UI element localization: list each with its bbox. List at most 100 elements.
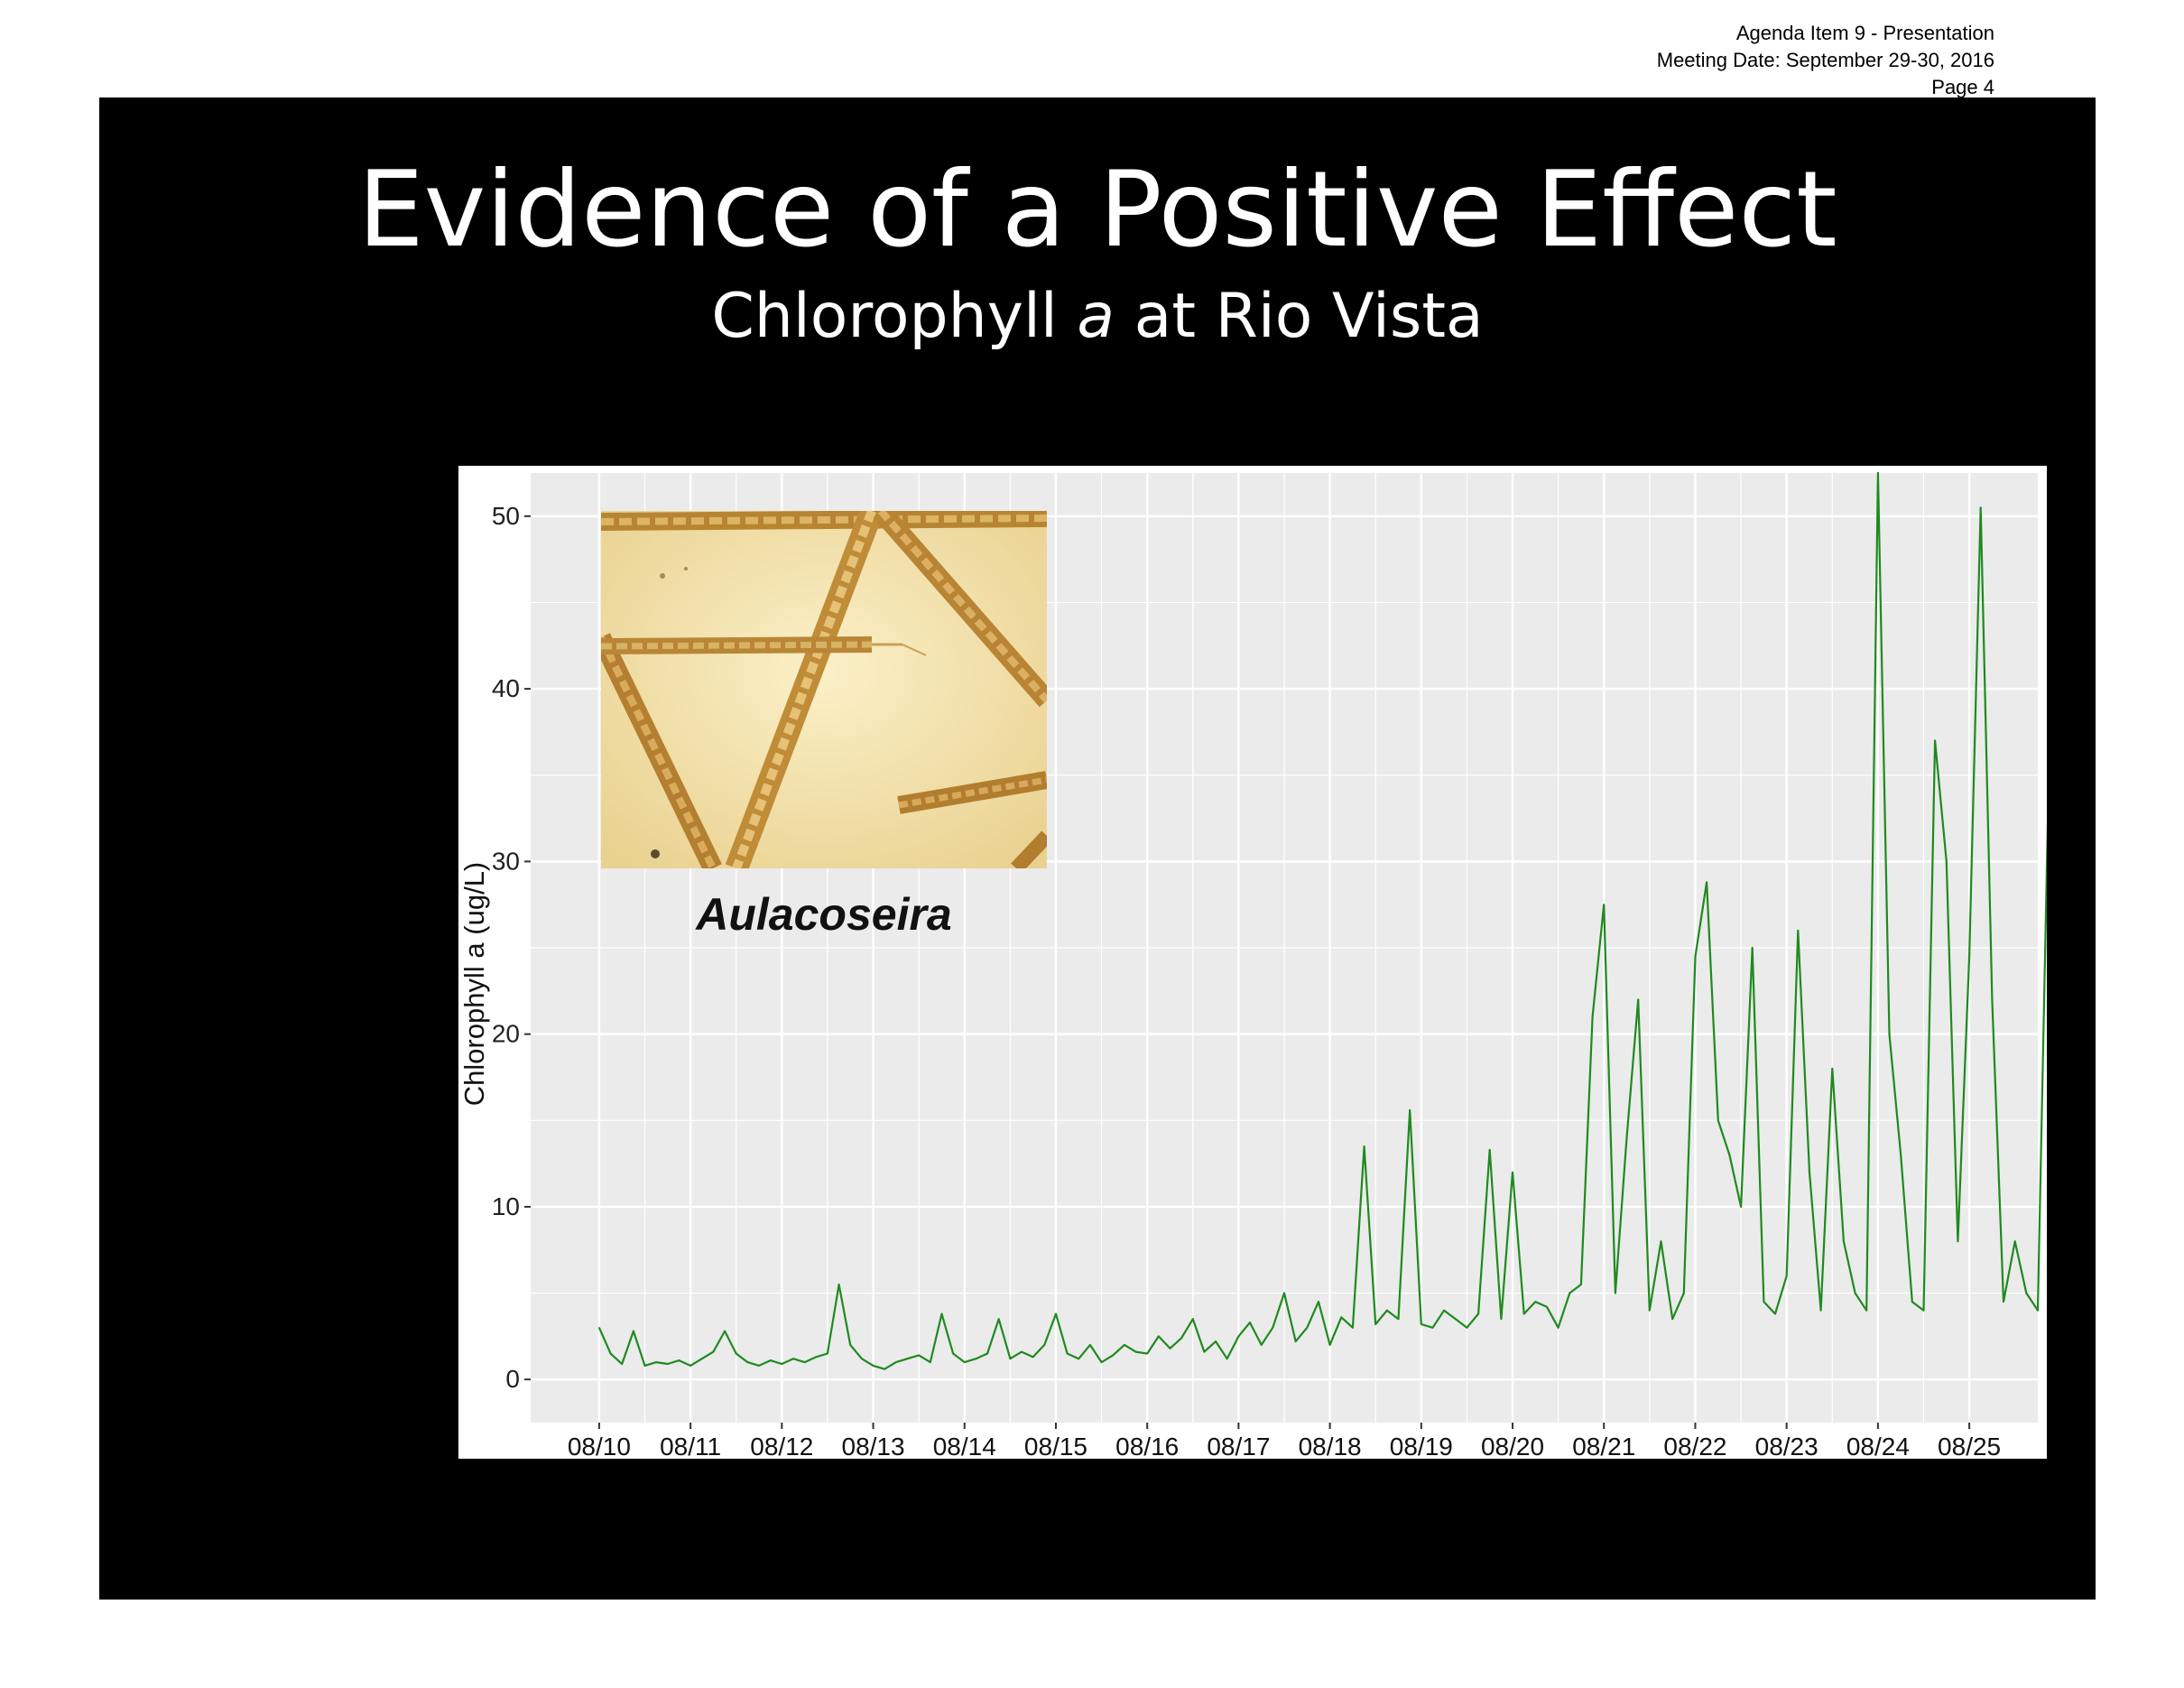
data-point: [803, 1361, 806, 1363]
data-point: [735, 1352, 737, 1355]
data-point: [1957, 1240, 1959, 1242]
data-point: [1397, 1318, 1400, 1320]
data-point: [781, 1363, 783, 1365]
data-point: [1911, 1301, 1913, 1303]
x-tick-label: 08/14: [933, 1433, 996, 1459]
data-point: [1751, 947, 1754, 949]
x-tick-label: 08/21: [1572, 1433, 1635, 1459]
agenda-item-line: Agenda Item 9 - Presentation: [1735, 22, 1994, 44]
x-tick-label: 08/20: [1481, 1433, 1544, 1459]
data-point: [2037, 1309, 2039, 1312]
data-point: [1306, 1327, 1309, 1329]
data-point: [1340, 1316, 1343, 1319]
x-tick-label: 08/17: [1207, 1433, 1270, 1459]
data-point: [1237, 1335, 1240, 1338]
data-point: [1854, 1292, 1856, 1294]
data-point: [1615, 1292, 1616, 1294]
slide-title: Evidence of a Positive Effect: [357, 149, 1837, 271]
data-point: [598, 1327, 600, 1329]
x-tick-label: 08/12: [750, 1433, 813, 1459]
data-point: [1625, 1136, 1628, 1139]
data-point: [1021, 1350, 1023, 1353]
data-point: [792, 1358, 794, 1359]
data-point: [1249, 1322, 1251, 1323]
data-point: [906, 1358, 909, 1359]
data-point: [1421, 1323, 1422, 1325]
data-point: [1100, 1361, 1103, 1363]
data-point: [975, 1358, 977, 1359]
data-point: [1546, 1306, 1548, 1308]
data-point: [1888, 1033, 1891, 1035]
data-point: [1717, 1119, 1719, 1122]
data-point: [1374, 1323, 1376, 1325]
data-point: [689, 1365, 691, 1367]
data-point: [918, 1354, 920, 1357]
data-point: [1728, 1154, 1731, 1156]
data-point: [827, 1352, 828, 1355]
data-point: [1409, 1109, 1411, 1111]
x-tick-label: 08/22: [1663, 1433, 1726, 1459]
x-tick-label: 08/25: [1938, 1433, 2001, 1459]
data-point: [621, 1363, 623, 1365]
data-point: [815, 1356, 818, 1359]
data-point: [633, 1330, 634, 1332]
data-point: [1431, 1327, 1434, 1329]
x-tick-label: 08/16: [1115, 1433, 1179, 1459]
data-point: [1215, 1340, 1217, 1342]
data-point: [1352, 1327, 1354, 1329]
data-point: [1557, 1327, 1559, 1329]
y-axis-label: Chlorophyll a (ug/L): [458, 862, 490, 1107]
data-point: [1865, 1309, 1867, 1312]
data-point: [1318, 1301, 1319, 1303]
data-point: [1649, 1309, 1651, 1312]
data-point: [849, 1344, 851, 1346]
data-point: [1934, 739, 1936, 742]
data-point: [1328, 1344, 1331, 1346]
data-point: [1032, 1356, 1034, 1359]
y-tick-label: 30: [492, 847, 520, 875]
data-point: [895, 1361, 897, 1363]
data-point: [1877, 472, 1879, 474]
data-point: [997, 1318, 1000, 1320]
data-point: [838, 1284, 840, 1285]
data-point: [1283, 1292, 1285, 1294]
data-point: [1500, 1318, 1503, 1320]
y-tick-label: 20: [492, 1020, 520, 1048]
data-point: [1637, 998, 1639, 1001]
data-point: [678, 1359, 680, 1361]
data-point: [643, 1365, 646, 1367]
x-tick-label: 08/19: [1390, 1433, 1453, 1459]
data-point: [884, 1368, 885, 1370]
data-point: [1603, 904, 1605, 905]
chart-panel: 0 10 20 30 40 50 08/10 08/11 08/12 08/13 08/14 08/1…: [458, 466, 2047, 1459]
data-point: [1694, 955, 1697, 958]
slide-subtitle: Chlorophyll a at Rio Vista: [99, 276, 2096, 357]
data-point: [1534, 1301, 1537, 1303]
data-point: [872, 1365, 875, 1367]
data-point: [1569, 1292, 1571, 1294]
data-point: [2003, 1301, 2004, 1303]
data-point: [1169, 1348, 1171, 1349]
x-tick-label: 08/13: [842, 1433, 905, 1459]
data-point: [1112, 1354, 1114, 1357]
x-tick-label: 08/15: [1024, 1433, 1087, 1459]
y-tick-label: 40: [492, 674, 520, 702]
x-tick-label: 08/10: [568, 1433, 631, 1459]
data-point: [769, 1359, 772, 1361]
y-tick-label: 10: [492, 1192, 520, 1220]
data-point: [930, 1361, 931, 1363]
data-point: [1706, 881, 1707, 884]
data-point: [1740, 1206, 1742, 1208]
data-point: [1660, 1240, 1662, 1242]
data-point: [1522, 1312, 1525, 1315]
data-point: [1455, 1318, 1457, 1320]
data-point: [1066, 1352, 1069, 1355]
x-tick-label: 08/23: [1755, 1433, 1818, 1459]
subtitle-suffix: at Rio Vista: [1115, 281, 1484, 352]
data-point: [861, 1358, 863, 1359]
data-point: [1226, 1358, 1228, 1359]
data-point: [1043, 1344, 1046, 1346]
data-point: [1260, 1344, 1263, 1346]
y-tick-label: 50: [492, 502, 520, 530]
data-point: [1785, 1275, 1788, 1277]
